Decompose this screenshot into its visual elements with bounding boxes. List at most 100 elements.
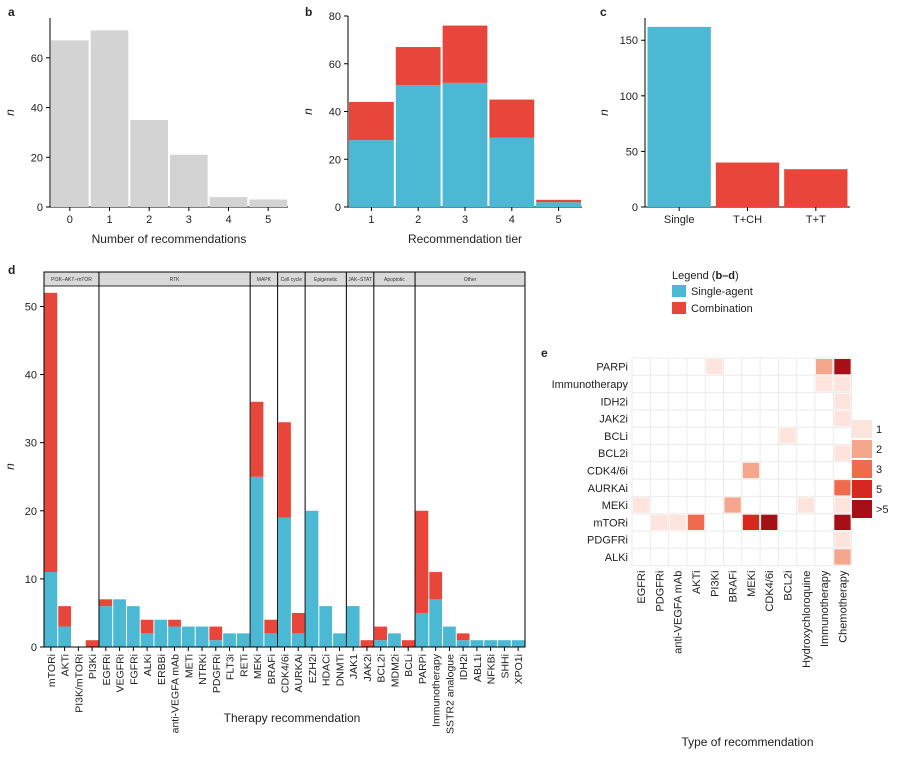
- legend-title: Legend (b–d): [672, 270, 739, 282]
- d-bar-Immunotherapy-single: [429, 599, 443, 647]
- e-row-label: mTORi: [593, 517, 628, 529]
- e-row-label: IDH2i: [600, 396, 628, 408]
- d-x-tick-label: anti-VEGFA mAb: [170, 654, 182, 734]
- e-cell-mTORi-MEKi: [742, 514, 760, 530]
- d-strip-label: RTK: [170, 277, 181, 283]
- b-x-tick-label: 3: [462, 214, 468, 226]
- d-bar-MEKi-combination: [250, 401, 264, 477]
- b-y-tick-label: 20: [329, 154, 341, 166]
- d-x-tick-label: EZH2i: [307, 654, 319, 683]
- heat-legend-label: 5: [876, 484, 882, 496]
- d-x-tick-label: JAK2i: [362, 654, 374, 681]
- d-bar-ALKi-combination: [140, 619, 154, 634]
- d-bar-IDH2i-combination: [456, 633, 470, 641]
- heat-legend-swatch-2: [852, 440, 872, 458]
- d-strip-label: MAPK: [257, 277, 272, 283]
- a-y-axis-title: n: [3, 109, 17, 116]
- e-row-label: JAK2i: [599, 414, 628, 426]
- c-bar-Single-single: [647, 26, 711, 207]
- e-row-label: BCLi: [604, 431, 628, 443]
- a-bar-2: [130, 119, 168, 207]
- b-x-tick-label: 5: [556, 214, 562, 226]
- d-x-tick-label: FGFRi: [128, 654, 140, 685]
- d-y-tick-label: 20: [25, 506, 37, 518]
- d-bar-AKTi-combination: [58, 606, 71, 627]
- d-bar-DNMTi-single: [333, 633, 346, 647]
- panel-label-d: d: [8, 263, 15, 277]
- d-x-tick-label: DNMTi: [334, 654, 346, 686]
- d-bar-PARPi-combination: [415, 510, 429, 613]
- e-cell-PARPi-Immunotherapy: [816, 359, 833, 375]
- d-x-tick-label: PDGFRi: [211, 654, 223, 693]
- e-cell-AURKAi-Chemotherapy: [834, 480, 851, 496]
- d-x-tick-label: PARPi: [417, 654, 429, 684]
- e-col-label: Chemotherapy: [837, 570, 849, 643]
- c-x-tick-label: T+T: [806, 214, 826, 226]
- d-x-tick-label: JAK1: [348, 654, 360, 679]
- d-strip-label: PI3K–AKT–mTOR: [51, 277, 92, 283]
- d-bar-PARPi-single: [415, 612, 429, 647]
- d-strip-label: Other: [464, 277, 477, 283]
- a-x-tick-label: 4: [225, 214, 231, 226]
- d-bar-anti-VEGFA mAb-combination: [168, 619, 181, 627]
- c-y-tick-label: 50: [626, 146, 638, 158]
- e-cell-ALKi-Chemotherapy: [834, 549, 851, 565]
- heat-legend-label: 1: [876, 424, 882, 436]
- e-row-label: PDGFRi: [587, 535, 628, 547]
- d-bar-EGFRi-combination: [99, 599, 113, 607]
- heat-legend-swatch->5: [852, 500, 872, 518]
- d-y-tick-label: 30: [25, 438, 37, 450]
- legend-bd: Legend (b–d) Single-agent Combination: [672, 270, 753, 315]
- b-bar-3-single: [442, 82, 488, 207]
- c-bar-T+CH-combination: [715, 162, 780, 207]
- b-x-axis-title: Recommendation tier: [408, 232, 522, 246]
- d-x-tick-label: ERBBi: [156, 654, 168, 685]
- d-bar-SHHi-single: [498, 640, 511, 647]
- e-cell-Immunotherapy-Chemotherapy: [834, 376, 851, 392]
- e-cell-MEKi-EGFRi: [633, 497, 650, 513]
- e-row-label: MEKi: [602, 500, 628, 512]
- b-bar-1-combination: [349, 101, 394, 141]
- e-row-label: CDK4/6i: [587, 465, 628, 477]
- e-cell-PARPi-Chemotherapy: [834, 359, 851, 375]
- d-bar-FLT3i-single: [223, 633, 236, 647]
- a-x-tick-label: 5: [265, 214, 271, 226]
- d-bar-BCL2i-combination: [374, 626, 388, 641]
- d-x-tick-label: mTORi: [46, 654, 58, 687]
- a-bar-5: [249, 199, 287, 207]
- c-x-tick-label: Single: [664, 214, 695, 226]
- d-x-tick-label: SHHi: [499, 654, 511, 679]
- heat-legend-label: >5: [876, 504, 889, 516]
- b-x-tick-label: 1: [368, 214, 374, 226]
- d-bar-MEKi-single: [250, 476, 264, 647]
- d-x-tick-label: ABL1i: [472, 654, 484, 682]
- d-bar-HDACi-single: [319, 606, 333, 647]
- e-row-label: AURKAi: [588, 483, 628, 495]
- b-x-tick-label: 4: [509, 214, 515, 226]
- d-bar-JAK2i-combination: [360, 640, 374, 647]
- d-x-tick-label: MDM2i: [389, 654, 401, 687]
- d-bar-IDH2i-single: [456, 640, 470, 647]
- d-bar-BCLi-combination: [401, 640, 415, 647]
- b-y-tick-label: 60: [329, 59, 341, 71]
- d-x-tick-label: METi: [183, 654, 195, 678]
- d-bar-EZH2i-single: [305, 510, 319, 647]
- d-bar-AURKAi-combination: [291, 612, 305, 634]
- e-col-label: BCL2i: [783, 571, 795, 601]
- b-bar-2-combination: [395, 47, 441, 86]
- heat-legend-label: 3: [876, 464, 882, 476]
- panel-label-c: c: [600, 5, 607, 19]
- e-cell-BCLi-BCL2i: [779, 428, 796, 444]
- panel-b-chart: 0 20 40 60 80 n Recommendation tier 1 2 3 4 5: [301, 11, 582, 246]
- d-bar-BCL2i-single: [374, 640, 388, 647]
- c-y-tick-label: 100: [620, 91, 638, 103]
- d-x-tick-label: NTRKi: [197, 654, 209, 685]
- d-bar-CDK4/6i-single: [278, 517, 291, 647]
- d-bar-CDK4/6i-combination: [278, 422, 291, 518]
- d-bar-BRAFi-combination: [264, 619, 278, 634]
- e-col-label: CDK4/6i: [764, 571, 776, 612]
- heat-legend-swatch-5: [852, 480, 872, 498]
- d-bar-EGFRi-single: [99, 606, 113, 647]
- d-bar-JAK1-single: [346, 606, 360, 647]
